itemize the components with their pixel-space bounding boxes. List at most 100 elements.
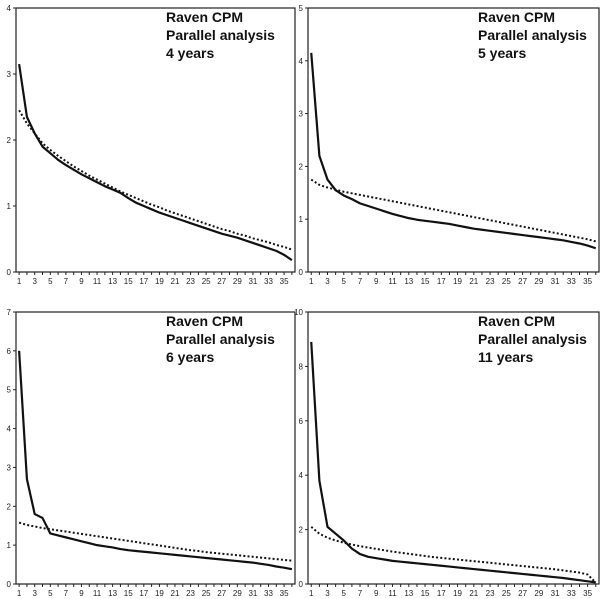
x-tick-label: 7: [64, 589, 69, 598]
y-tick-label: 4: [299, 57, 304, 66]
y-tick-label: 3: [7, 463, 12, 472]
parallel-analysis-line: [310, 178, 597, 243]
plot-frame: [307, 311, 600, 585]
x-tick-label: 5: [342, 277, 347, 286]
y-tick-label: 4: [7, 4, 12, 13]
x-tick-label: 3: [325, 589, 330, 598]
x-tick-label: 9: [374, 277, 379, 286]
chart-title-line: Parallel analysis: [478, 27, 587, 43]
y-tick-label: 2: [7, 502, 12, 511]
x-tick-label: 3: [325, 277, 330, 286]
y-tick-label: 6: [7, 347, 12, 356]
x-tick-label: 19: [453, 589, 462, 598]
x-tick-label: 3: [32, 589, 37, 598]
y-tick-label: 7: [7, 308, 12, 317]
y-tick-label: 8: [299, 362, 304, 371]
y-tick-label: 1: [7, 541, 12, 550]
x-tick-label: 17: [139, 589, 148, 598]
x-tick-label: 11: [93, 589, 102, 598]
parallel-analysis-line: [18, 521, 292, 562]
chart-title-line: Raven CPM: [166, 9, 243, 25]
y-tick-label: 3: [299, 110, 304, 119]
x-tick-label: 23: [486, 277, 495, 286]
x-tick-label: 15: [421, 589, 430, 598]
plot-frame: [15, 7, 296, 273]
parallel-analysis-line: [18, 109, 293, 251]
x-tick-label: 17: [437, 277, 446, 286]
x-tick-label: 15: [124, 589, 133, 598]
x-tick-label: 31: [248, 589, 257, 598]
x-tick-label: 17: [437, 589, 446, 598]
x-tick-label: 23: [486, 589, 495, 598]
x-tick-label: 31: [551, 589, 560, 598]
x-tick-label: 7: [358, 589, 363, 598]
x-tick-label: 5: [48, 589, 53, 598]
y-tick-label: 1: [299, 215, 304, 224]
x-tick-label: 27: [518, 589, 527, 598]
x-tick-label: 23: [186, 277, 195, 286]
x-tick-label: 21: [171, 277, 180, 286]
x-tick-label: 21: [469, 589, 478, 598]
eigenvalue-line: [310, 52, 597, 250]
x-tick-label: 1: [309, 589, 314, 598]
x-tick-label: 33: [264, 589, 273, 598]
x-tick-label: 25: [202, 277, 211, 286]
x-tick-label: 23: [186, 589, 195, 598]
x-tick-label: 33: [567, 589, 576, 598]
x-tick-label: 35: [280, 589, 289, 598]
y-tick-label: 0: [7, 580, 12, 589]
y-tick-label: 0: [299, 580, 304, 589]
x-tick-label: 25: [502, 589, 511, 598]
x-tick-label: 35: [583, 277, 592, 286]
chart-title-line: Raven CPM: [478, 313, 555, 329]
x-tick-label: 13: [404, 589, 413, 598]
x-tick-label: 15: [421, 277, 430, 286]
x-tick-label: 5: [342, 589, 347, 598]
chart-title-line: 6 years: [166, 349, 214, 365]
x-tick-label: 33: [264, 277, 273, 286]
x-tick-label: 25: [202, 589, 211, 598]
x-tick-label: 15: [124, 277, 133, 286]
x-tick-label: 27: [217, 589, 226, 598]
y-tick-label: 10: [294, 308, 303, 317]
x-tick-label: 31: [551, 277, 560, 286]
x-tick-label: 7: [64, 277, 69, 286]
x-tick-label: 9: [374, 589, 379, 598]
x-tick-label: 1: [17, 589, 22, 598]
chart-title-line: Parallel analysis: [478, 331, 587, 347]
chart-title-line: Parallel analysis: [166, 331, 275, 347]
x-tick-label: 3: [32, 277, 37, 286]
chart-title-line: 11 years: [478, 349, 533, 365]
x-tick-label: 13: [404, 277, 413, 286]
plot-frame: [15, 311, 296, 585]
chart-title-line: 5 years: [478, 45, 526, 61]
eigenvalue-line: [310, 341, 596, 584]
chart-title-line: 4 years: [166, 45, 214, 61]
x-tick-label: 1: [309, 277, 314, 286]
x-tick-label: 5: [48, 277, 53, 286]
y-tick-label: 2: [299, 526, 304, 535]
x-tick-label: 11: [388, 277, 397, 286]
x-tick-label: 35: [280, 277, 289, 286]
chart-title-line: Raven CPM: [478, 9, 555, 25]
eigenvalue-line: [18, 350, 293, 571]
chart-title-line: Parallel analysis: [166, 27, 275, 43]
y-tick-label: 4: [7, 425, 12, 434]
x-tick-label: 33: [567, 277, 576, 286]
eigenvalue-line: [18, 63, 293, 262]
y-tick-label: 1: [7, 202, 12, 211]
y-tick-label: 0: [299, 268, 304, 277]
x-tick-label: 29: [534, 589, 543, 598]
x-tick-label: 31: [248, 277, 257, 286]
x-tick-label: 27: [217, 277, 226, 286]
x-tick-label: 21: [171, 589, 180, 598]
x-tick-label: 21: [469, 277, 478, 286]
x-tick-label: 29: [233, 589, 242, 598]
x-tick-label: 9: [79, 277, 84, 286]
x-tick-label: 17: [139, 277, 148, 286]
x-tick-label: 29: [534, 277, 543, 286]
x-tick-label: 27: [518, 277, 527, 286]
